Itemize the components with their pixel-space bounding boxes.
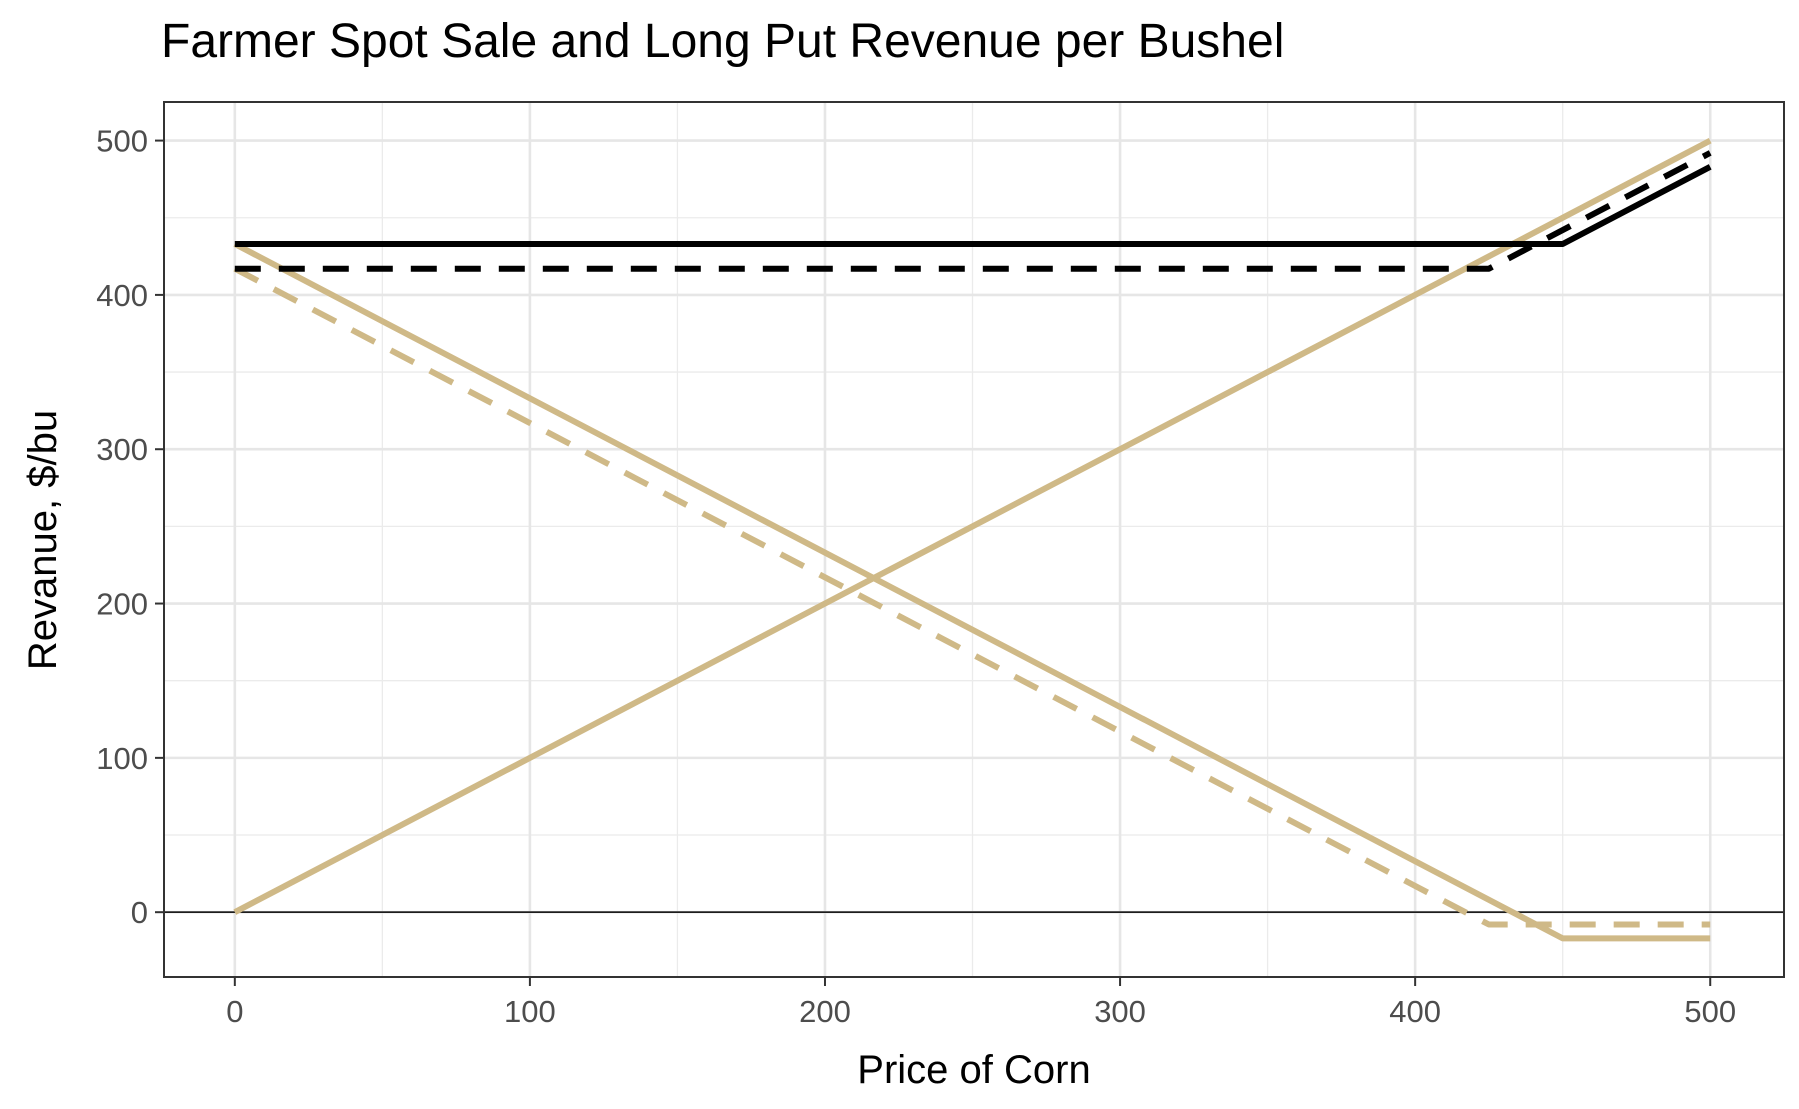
x-axis-label: Price of Corn: [857, 1048, 1090, 1092]
chart-title: Farmer Spot Sale and Long Put Revenue pe…: [161, 15, 1285, 68]
y-tick-label: 500: [96, 124, 148, 159]
y-axis: 0 100 200 300 400 500: [96, 124, 164, 930]
major-gridlines: [164, 102, 1784, 977]
series-line-2: [233, 241, 1711, 942]
series-line-3: [233, 266, 1711, 928]
series-line-4: [234, 164, 1712, 247]
plot-border: [163, 101, 1785, 978]
x-tick-label: 0: [226, 994, 243, 1029]
x-tick-label: 200: [799, 994, 851, 1029]
series-line-5: [234, 150, 1712, 272]
plot-background: [164, 102, 1784, 977]
y-tick-label: 200: [96, 587, 148, 622]
x-tick-label: 300: [1094, 994, 1146, 1029]
x-tick-label: 100: [504, 994, 556, 1029]
y-axis-label: Revanue, $/bu: [21, 410, 65, 670]
x-tick-label: 400: [1389, 994, 1441, 1029]
y-tick-label: 400: [96, 278, 148, 313]
series-line-1: [233, 137, 1712, 915]
y-tick-label: 300: [96, 432, 148, 467]
x-tick-label: 500: [1684, 994, 1736, 1029]
x-axis: 0 100 200 300 400 500: [226, 977, 1736, 1029]
series-layer: [233, 137, 1712, 942]
y-tick-label: 0: [131, 895, 148, 930]
y-tick-label: 100: [96, 741, 148, 776]
